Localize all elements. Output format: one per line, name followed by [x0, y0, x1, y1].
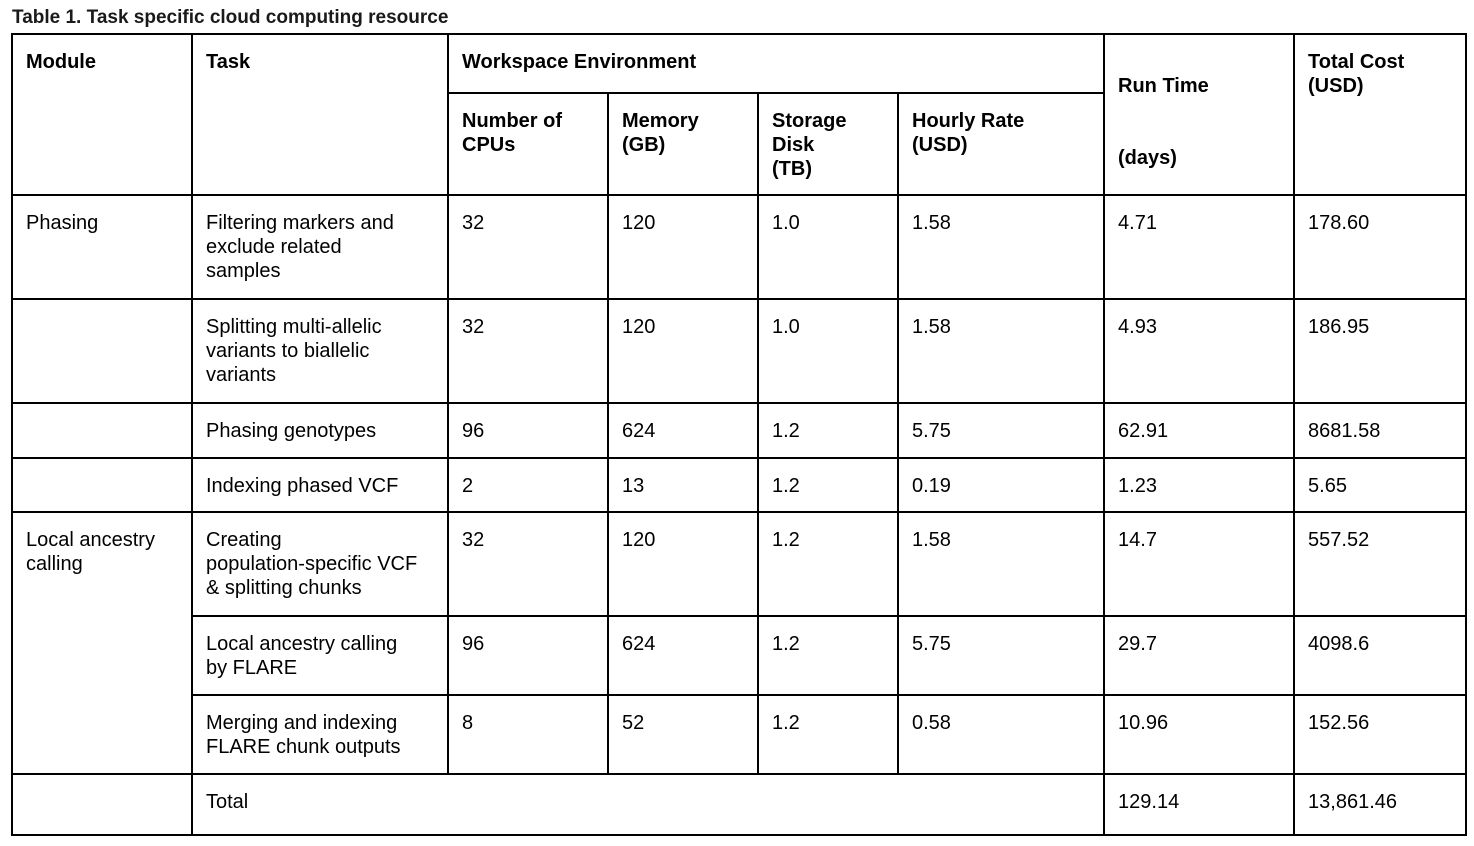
cell-hourly-rate: 1.58 [896, 194, 1106, 300]
header-module: Module [11, 33, 193, 196]
cell-storage: 1.0 [757, 194, 899, 300]
header-total-cost: Total Cost (USD) [1293, 33, 1468, 196]
header-cpus: Number of CPUs [447, 92, 609, 196]
cell-hourly-rate: 0.58 [896, 694, 1106, 775]
header-storage: Storage Disk (TB) [757, 92, 899, 196]
cell-storage: 1.2 [757, 457, 899, 513]
cell-task: Splitting multi-allelic variants to bial… [191, 298, 449, 404]
cell-run-time: 14.7 [1103, 511, 1296, 617]
cell-run-time: 29.7 [1103, 615, 1296, 696]
cell-total-cost: 178.60 [1293, 194, 1468, 300]
cell-memory: 52 [607, 694, 759, 775]
cell-module [11, 457, 193, 513]
cell-cpus: 32 [447, 194, 609, 300]
resource-table: Module Task Workspace Environment Run Ti… [11, 33, 1468, 836]
header-task: Task [191, 33, 449, 196]
cell-run-time: 4.71 [1103, 194, 1296, 300]
cell-memory: 120 [607, 194, 759, 300]
cell-storage: 1.2 [757, 511, 899, 617]
cell-run-time: 1.23 [1103, 457, 1296, 513]
table-row: Indexing phased VCF 2 13 1.2 0.19 1.23 5… [11, 457, 1468, 513]
cell-module [11, 298, 193, 404]
table-row: Local ancestry calling by FLARE 96 624 1… [12, 615, 1468, 696]
cell-task: Local ancestry calling by FLARE [191, 615, 449, 696]
total-row: Total 129.14 13,861.46 [11, 773, 1468, 836]
cell-run-time: 62.91 [1103, 402, 1296, 459]
total-run-time: 129.14 [1103, 773, 1296, 836]
cell-hourly-rate: 1.58 [896, 298, 1106, 404]
cell-cpus: 96 [447, 402, 609, 459]
header-run-time: Run Time (days) [1103, 33, 1296, 196]
cell-module [11, 773, 193, 836]
cell-hourly-rate: 0.19 [896, 457, 1106, 513]
cell-module: Phasing [11, 194, 193, 300]
cell-total-cost: 152.56 [1293, 694, 1468, 775]
header-workspace-environment: Workspace Environment [446, 33, 1106, 94]
table-row: Splitting multi-allelic variants to bial… [11, 298, 1468, 404]
subheader-row: Number of CPUs Memory (GB) Storage Disk … [12, 92, 1466, 196]
total-cost: 13,861.46 [1293, 773, 1468, 836]
table-caption: Table 1. Task specific cloud computing r… [12, 7, 449, 28]
cell-cpus: 32 [447, 298, 609, 404]
cell-total-cost: 4098.6 [1293, 615, 1468, 696]
cell-storage: 1.2 [757, 615, 899, 696]
cell-hourly-rate: 1.58 [896, 511, 1106, 617]
cell-run-time: 4.93 [1103, 298, 1296, 404]
header-memory: Memory (GB) [607, 92, 759, 196]
header-run-time-unit: (days) [1118, 147, 1177, 169]
cell-memory: 13 [607, 457, 759, 513]
cell-run-time: 10.96 [1103, 694, 1296, 775]
table-row: Phasing genotypes 96 624 1.2 5.75 62.91 … [11, 402, 1468, 459]
cell-total-cost: 186.95 [1293, 298, 1468, 404]
table-row: Local ancestry calling Creating populati… [11, 511, 1468, 775]
cell-memory: 624 [607, 402, 759, 459]
cell-task: Merging and indexing FLARE chunk outputs [191, 694, 449, 775]
cell-memory: 120 [607, 298, 759, 404]
cell-hourly-rate: 5.75 [896, 615, 1106, 696]
cell-module: Local ancestry calling [11, 511, 193, 775]
cell-task: Phasing genotypes [191, 402, 449, 459]
cell-total-cost: 8681.58 [1293, 402, 1468, 459]
cell-hourly-rate: 5.75 [896, 402, 1106, 459]
cell-memory: 624 [607, 615, 759, 696]
header-row: Module Task Workspace Environment Run Ti… [11, 33, 1468, 196]
cell-memory: 120 [607, 511, 759, 617]
cell-task: Creating population-specific VCF & split… [191, 511, 449, 617]
cell-cpus: 2 [447, 457, 609, 513]
cell-cpus: 96 [447, 615, 609, 696]
cell-total-cost: 557.52 [1293, 511, 1468, 617]
cell-module [11, 402, 193, 459]
cell-storage: 1.2 [757, 694, 899, 775]
cell-storage: 1.0 [757, 298, 899, 404]
header-run-time-label: Run Time [1118, 75, 1209, 97]
cell-cpus: 8 [447, 694, 609, 775]
cell-storage: 1.2 [757, 402, 899, 459]
table-row: Merging and indexing FLARE chunk outputs… [12, 694, 1468, 775]
header-hourly-rate: Hourly Rate (USD) [896, 92, 1106, 196]
cell-total-cost: 5.65 [1293, 457, 1468, 513]
table-row: Phasing Filtering markers and exclude re… [11, 194, 1468, 300]
total-label: Total [190, 773, 1106, 836]
cell-cpus: 32 [447, 511, 609, 617]
cell-task: Filtering markers and exclude related sa… [191, 194, 449, 300]
cell-task: Indexing phased VCF [191, 457, 449, 513]
